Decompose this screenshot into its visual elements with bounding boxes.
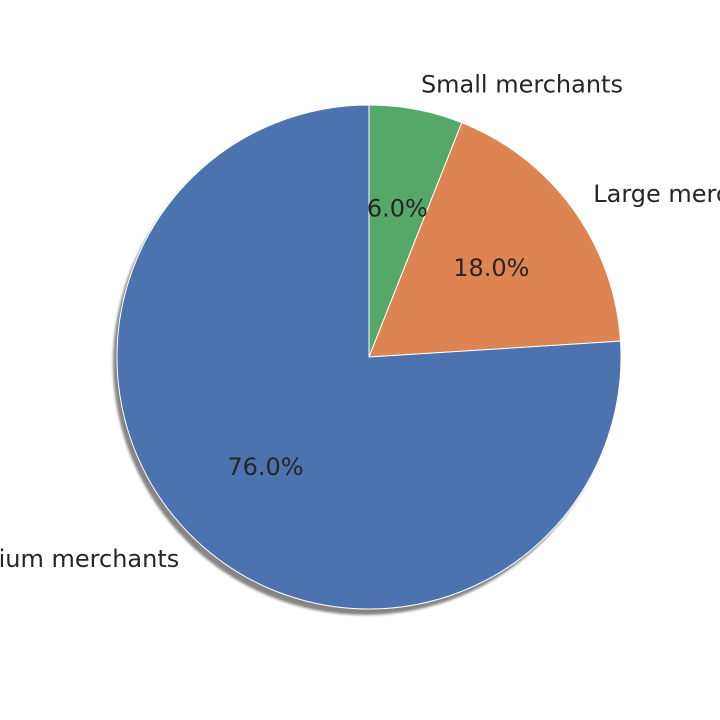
pie-slice-large-merchants[interactable] bbox=[368, 122, 622, 358]
pct-label-large-merchants: 18.0% bbox=[453, 254, 529, 282]
category-label-medium-merchants: Medium merchants bbox=[0, 545, 179, 573]
category-label-small-merchants: Small merchants bbox=[421, 71, 623, 99]
category-label-large-merchants: Large merchants bbox=[593, 180, 720, 208]
pie-slice-medium-merchants[interactable] bbox=[116, 104, 622, 610]
pie-slices bbox=[116, 104, 622, 610]
pie-labels: 6.0% Small merchants 18.0% Large merchants 7… bbox=[0, 71, 720, 573]
pct-label-medium-merchants: 76.0% bbox=[227, 453, 303, 481]
pct-label-small-merchants: 6.0% bbox=[367, 194, 428, 222]
